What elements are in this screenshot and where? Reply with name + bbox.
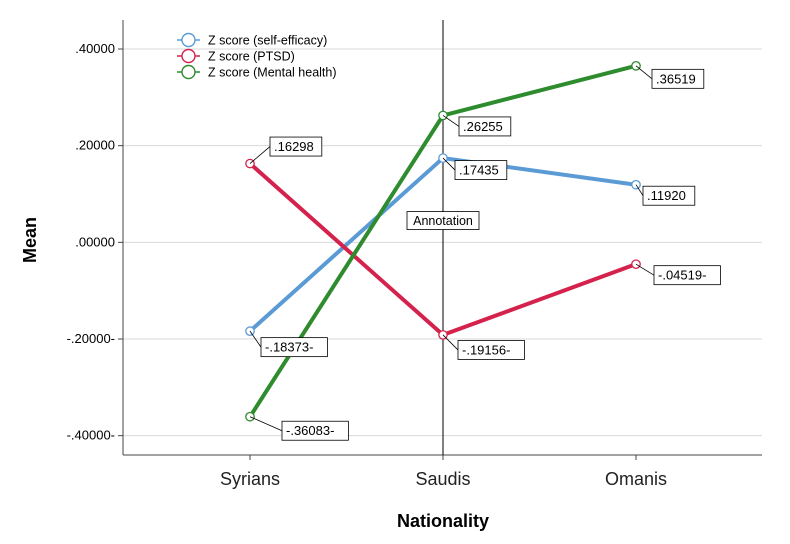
data-label: .16298 — [274, 139, 314, 154]
y-tick-label: .40000 — [75, 41, 115, 56]
data-label-leader — [249, 146, 271, 164]
data-label-leader — [635, 184, 644, 196]
data-label: -.36083- — [286, 423, 334, 438]
legend-swatch-marker — [181, 48, 196, 64]
legend-swatch-marker — [181, 64, 196, 80]
data-label-box — [458, 116, 512, 137]
data-label-box — [454, 160, 508, 180]
data-label-leader — [635, 263, 655, 276]
data-points — [245, 60, 641, 422]
legend-entry: Z score (PTSD) — [208, 50, 295, 64]
x-axis-title: Nationality — [397, 511, 489, 531]
data-label-leader — [249, 330, 262, 348]
data-label-box — [653, 265, 721, 286]
data-label-leader — [442, 334, 459, 351]
data-label-box — [281, 420, 349, 441]
data-label-leader — [249, 416, 283, 432]
data-label-box — [457, 340, 525, 360]
data-labels: -.18373- .17435 .11920 .16298 -.19156- -.0451… — [249, 65, 721, 441]
annotation-box — [406, 211, 480, 230]
legend-entry: Z score (self-efficacy) — [208, 34, 327, 48]
y-axis-title: Mean — [20, 217, 40, 263]
data-label-box — [651, 68, 705, 89]
legend: Z score (self-efficacy) Z score (PTSD) Z s… — [177, 32, 337, 80]
data-label-leader — [442, 157, 456, 171]
reference-line-group: Annotation — [406, 20, 480, 455]
data-label-box — [642, 185, 696, 206]
x-tick-label: Saudis — [415, 469, 470, 489]
x-tick-label: Syrians — [220, 469, 280, 489]
y-tick-label: -.40000- — [67, 428, 115, 443]
data-label-box — [260, 337, 328, 358]
data-label-leader — [635, 65, 653, 80]
data-label: .17435 — [459, 163, 499, 178]
data-label: .26255 — [463, 119, 503, 134]
annotation-text: Annotation — [413, 214, 473, 228]
data-label: -.18373- — [265, 340, 313, 355]
data-label-leader — [442, 115, 460, 127]
axes: -.40000- -.20000- .00000 .20000 .40000 Syrian… — [67, 20, 762, 489]
data-label: .36519 — [656, 71, 696, 86]
data-label-box — [269, 136, 323, 157]
legend-swatch-marker — [181, 32, 196, 48]
data-label: -.19156- — [462, 342, 510, 357]
data-label: .11920 — [647, 188, 686, 203]
y-tick-label: .20000 — [75, 138, 115, 153]
y-tick-label: -.20000- — [67, 331, 115, 346]
legend-entry: Z score (Mental health) — [208, 66, 337, 80]
data-label: -.04519- — [658, 268, 706, 283]
x-tick-label: Omanis — [605, 469, 667, 489]
y-tick-label: .00000 — [75, 234, 115, 249]
